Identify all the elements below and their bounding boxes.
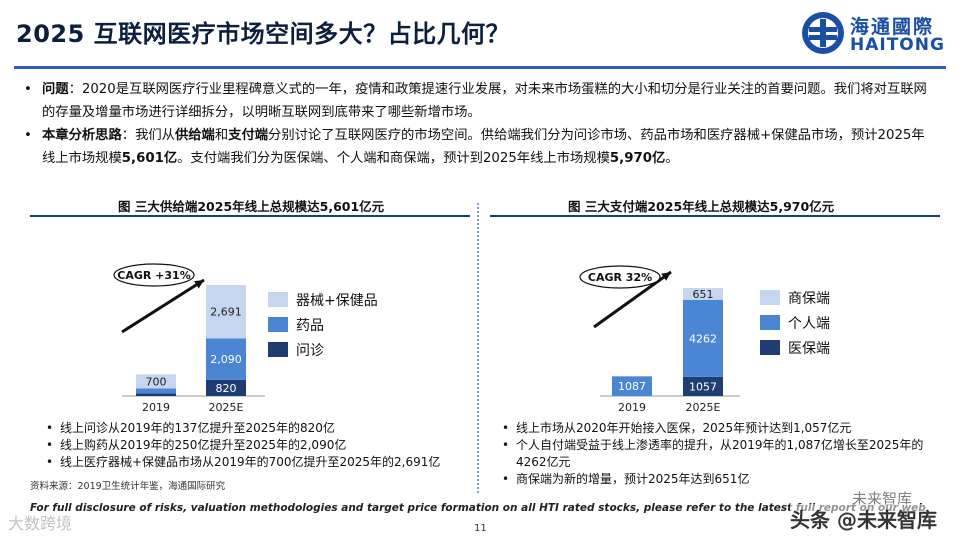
data-label: 2,090 (210, 353, 242, 366)
bullet-emphasis: 5,970亿 (609, 151, 666, 166)
bullet-approach: • 本章分析思路：我们从供给端和支付端分别讨论了互联网医疗的市场空间。供给端我们… (22, 124, 932, 170)
bar-segment (206, 338, 246, 380)
x-tick-label: 2025E (686, 401, 721, 414)
left-supply-chart: 700 2019 820 2,090 2,691 2025E CAGR +31% 器械+保健品… (113, 263, 378, 414)
bullet-emphasis: 供给端 (174, 128, 215, 143)
legend-label: 问诊 (296, 343, 324, 359)
cagr-label: CAGR +31% (117, 269, 190, 282)
legend-swatch (268, 292, 288, 307)
logo-english-name: HAITONG (850, 35, 945, 55)
bar-segment (136, 388, 176, 394)
bullet-dot: • (24, 82, 32, 97)
left-chart-notes: • 线上问诊从2019年的137亿提升至2025年的820亿 • 线上购药从2019… (44, 420, 474, 471)
legend-swatch (268, 317, 288, 332)
bullet-question: • 问题：2020是互联网医疗行业里程碑意义式的一年，疫情和政策提速行业发展，对… (22, 78, 932, 124)
bullet-dot: • (502, 472, 510, 486)
note-item: • 线上医疗器械+保健品市场从2019年的700亿提升至2025年的2,691亿 (44, 454, 474, 471)
title-rule (14, 66, 946, 69)
legend-swatch (760, 290, 780, 305)
note-text: 个人自付端受益于线上渗透率的提升，从2019年的1,087亿增长至2025年的4… (516, 438, 924, 469)
note-item: • 个人自付端受益于线上渗透率的提升，从2019年的1,087亿增长至2025年的… (500, 437, 950, 471)
note-text: 线上问诊从2019年的137亿提升至2025年的820亿 (60, 421, 335, 435)
watermark-top: 未来智库 (852, 490, 913, 508)
page-title: 2025 互联网医疗市场空间多大？占比几何？ (16, 20, 511, 48)
bullet-dot: • (46, 455, 54, 469)
data-label: 1057 (689, 380, 717, 393)
note-text: 线上市场从2020年开始接入医保，2025年预计达到1,057亿元 (516, 421, 852, 435)
legend-swatch (760, 315, 780, 330)
bullet-dot: • (46, 438, 54, 452)
legend-swatch (268, 342, 288, 357)
right-payment-chart: 1087 2019 1057 4262 651 2025E CAGR 32% 商保端个人端医保… (579, 265, 830, 414)
bar-segment (136, 374, 176, 389)
data-label: 4262 (689, 332, 717, 345)
left-chart-title: 图 三大供给端2025年线上总规模达5,601亿元 (118, 199, 385, 214)
x-tick-label: 2019 (618, 401, 646, 414)
note-text: 线上购药从2019年的250亿提升至2025年的2,090亿 (60, 438, 347, 452)
cagr-arrow-head (661, 272, 671, 281)
left-chart-rule (30, 215, 470, 217)
bar-segment (206, 379, 246, 396)
data-label: 2,691 (210, 306, 242, 319)
data-label: 651 (693, 288, 714, 301)
bullet-dot: • (502, 421, 510, 435)
legend-swatch (760, 340, 780, 355)
watermark-main: 头条 @未来智库 (790, 504, 937, 533)
bar-segment (206, 285, 246, 339)
note-item: • 线上购药从2019年的250亿提升至2025年的2,090亿 (44, 437, 474, 454)
bullet-dot: • (502, 438, 510, 452)
legend-label: 医保端 (788, 341, 830, 357)
bullet-emphasis: 支付端 (228, 128, 269, 143)
data-label: 700 (146, 375, 167, 388)
bullet-label: 本章分析思路 (42, 128, 122, 143)
note-item: • 线上问诊从2019年的137亿提升至2025年的820亿 (44, 420, 474, 437)
haitong-logo: 海通國際 HAITONG (798, 8, 948, 60)
source-note: 资料来源：2019卫生统计年鉴，海通国际研究 (30, 481, 226, 492)
bar-segment (136, 393, 176, 396)
bar-segment (612, 376, 652, 396)
bullet-emphasis: 5,601亿 (121, 151, 178, 166)
cagr-arrow-line (121, 278, 205, 334)
bullet-text: 。支付端我们分为医保端、个人端和商保端，预计到2025年线上市场规模 (177, 151, 610, 166)
cagr-arrow-line (593, 270, 672, 329)
column-divider (477, 203, 480, 493)
watermark-left: 大数跨境 (8, 514, 73, 533)
disclaimer-text: For full disclosure of risks, valuation … (30, 502, 926, 514)
data-label: 1087 (618, 380, 646, 393)
bullet-text: 。 (665, 151, 679, 166)
right-chart-title: 图 三大支付端2025年线上总规模达5,970亿元 (568, 199, 835, 214)
bullet-text: 分别讨论了互联网医疗的市场空间。供给端我们分为问诊市场、药品市场和医疗器械+保健… (42, 128, 925, 166)
data-label: 820 (216, 382, 237, 395)
cagr-bubble (579, 265, 661, 289)
x-tick-label: 2025E (209, 401, 244, 414)
right-chart-rule (490, 215, 940, 217)
bar-segment (683, 288, 723, 300)
cagr-bubble (113, 263, 195, 287)
haitong-emblem-icon (802, 12, 844, 54)
bullet-text: ：2020是互联网医疗行业里程碑意义式的一年，疫情和政策提速行业发展，对未来市场… (42, 82, 927, 120)
bullet-text: 和 (214, 128, 229, 143)
note-text: 线上医疗器械+保健品市场从2019年的700亿提升至2025年的2,691亿 (60, 455, 441, 469)
bullet-label: 问题 (42, 82, 69, 97)
cagr-label: CAGR 32% (588, 271, 652, 284)
note-item: • 商保端为新的增量，预计2025年达到651亿 (500, 471, 950, 488)
x-tick-label: 2019 (142, 401, 170, 414)
bar-segment (683, 376, 723, 396)
logo-chinese-name: 海通國際 (850, 16, 935, 38)
legend-label: 药品 (296, 318, 324, 334)
bullet-dot: • (46, 421, 54, 435)
page-number: 11 (474, 523, 487, 534)
legend-label: 器械+保健品 (296, 293, 378, 309)
cagr-arrow-head (194, 280, 204, 289)
bar-segment (683, 299, 723, 377)
intro-bullets: • 问题：2020是互联网医疗行业里程碑意义式的一年，疫情和政策提速行业发展，对… (22, 78, 932, 170)
note-item: • 线上市场从2020年开始接入医保，2025年预计达到1,057亿元 (500, 420, 950, 437)
legend-label: 商保端 (788, 291, 830, 307)
legend-label: 个人端 (788, 316, 830, 332)
note-text: 商保端为新的增量，预计2025年达到651亿 (516, 472, 750, 486)
right-chart-notes: • 线上市场从2020年开始接入医保，2025年预计达到1,057亿元 • 个人自付… (500, 420, 950, 488)
bullet-text: ：我们从 (121, 128, 175, 143)
bullet-dot: • (24, 128, 32, 143)
